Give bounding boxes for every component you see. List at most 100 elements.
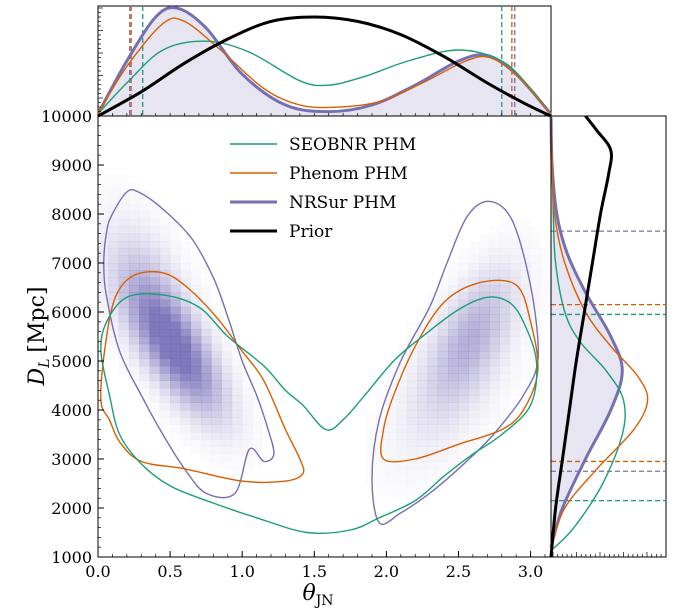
density-cell: [406, 461, 418, 470]
density-cell: [427, 439, 439, 448]
density-cell: [118, 277, 130, 286]
density-cell: [242, 424, 253, 433]
density-cell: [139, 380, 150, 389]
density-cell: [118, 299, 130, 308]
density-cell: [541, 263, 552, 271]
density-cell: [200, 351, 212, 359]
x-tick-label: 3.0: [518, 562, 543, 581]
density-cell: [221, 432, 233, 440]
density-cell: [211, 402, 222, 411]
y-tick-label: 4000: [51, 401, 92, 420]
density-cell: [437, 380, 449, 389]
density-cell: [180, 321, 191, 330]
density-cell: [427, 432, 439, 440]
density-cell: [149, 233, 161, 242]
density-cell: [170, 402, 181, 411]
y-tick-label: 2000: [51, 499, 92, 518]
legend-label-seobnr-phm: SEOBNR PHM: [289, 135, 416, 155]
density-cell: [231, 454, 243, 462]
y-tick-label: 3000: [51, 450, 92, 469]
density-cell: [478, 292, 490, 301]
density-cell: [530, 226, 541, 234]
density-cell: [159, 226, 171, 234]
density-cell: [406, 454, 418, 462]
density-cell: [500, 403, 511, 411]
density-cell: [149, 321, 161, 330]
density-cell: [417, 439, 428, 448]
density-cell: [427, 380, 439, 389]
density-cell: [221, 336, 233, 345]
density-cell: [108, 314, 119, 323]
density-cell: [406, 395, 418, 403]
density-cell: [180, 299, 191, 308]
legend: SEOBNR PHM Phenom PHM NRSur PHM Prior: [230, 135, 416, 242]
density-cell: [170, 285, 181, 293]
density-cell: [180, 417, 191, 425]
density-cell: [366, 410, 377, 418]
density-cell: [427, 307, 439, 315]
density-cell: [448, 299, 459, 308]
density-cell: [190, 380, 202, 389]
density-cell: [520, 373, 531, 381]
density-cell: [541, 248, 552, 256]
density-cell: [128, 358, 140, 367]
density-cell: [509, 285, 521, 293]
density-cell: [478, 417, 490, 425]
density-cell: [427, 321, 439, 330]
density-cell: [211, 373, 222, 381]
density-cell: [149, 277, 161, 286]
density-cell: [478, 365, 490, 374]
density-cell: [231, 373, 243, 381]
density-cell: [417, 432, 428, 440]
density-cell: [98, 248, 109, 256]
density-cell: [417, 454, 428, 462]
density-cell: [520, 263, 531, 271]
density-cell: [180, 329, 191, 337]
density-cell: [458, 417, 469, 425]
density-cell: [180, 358, 191, 367]
density-cell: [386, 410, 397, 418]
density-cell: [366, 461, 377, 469]
density-cell: [190, 424, 202, 433]
density-cell: [149, 226, 161, 234]
density-cell: [458, 314, 469, 323]
density-cell: [499, 240, 511, 249]
density-cell: [417, 336, 428, 345]
density-cell: [139, 351, 150, 359]
density-cell: [128, 343, 140, 352]
density-cell: [190, 321, 202, 330]
density-cell: [396, 380, 408, 389]
density-cell: [190, 343, 202, 352]
density-cell: [128, 292, 140, 301]
density-cell: [458, 329, 469, 337]
density-cell: [530, 241, 541, 249]
density-cell: [478, 248, 490, 256]
density-cell: [509, 336, 521, 345]
density-cell: [221, 417, 233, 425]
density-cell: [149, 373, 161, 381]
density-cell: [509, 292, 521, 301]
density-cell: [520, 270, 531, 278]
density-cell: [118, 240, 130, 249]
density-cell: [406, 387, 418, 396]
density-cell: [489, 343, 500, 352]
x-tick-label: 0.5: [157, 562, 182, 581]
density-cell: [159, 410, 171, 418]
density-cell: [437, 351, 449, 359]
density-cell: [396, 424, 408, 433]
density-cell: [386, 454, 397, 462]
legend-label-phenom-phm: Phenom PHM: [289, 164, 408, 184]
density-cell: [520, 359, 531, 367]
density-cell: [437, 424, 449, 433]
density-cell: [437, 336, 449, 345]
density-cell: [190, 299, 202, 308]
density-cell: [139, 307, 150, 315]
density-cell: [458, 424, 469, 433]
density-cell: [499, 343, 511, 352]
density-cell: [149, 285, 161, 293]
density-cell: [170, 351, 181, 359]
density-cell: [437, 402, 449, 411]
density-cell: [499, 270, 511, 278]
density-cell: [520, 226, 531, 234]
